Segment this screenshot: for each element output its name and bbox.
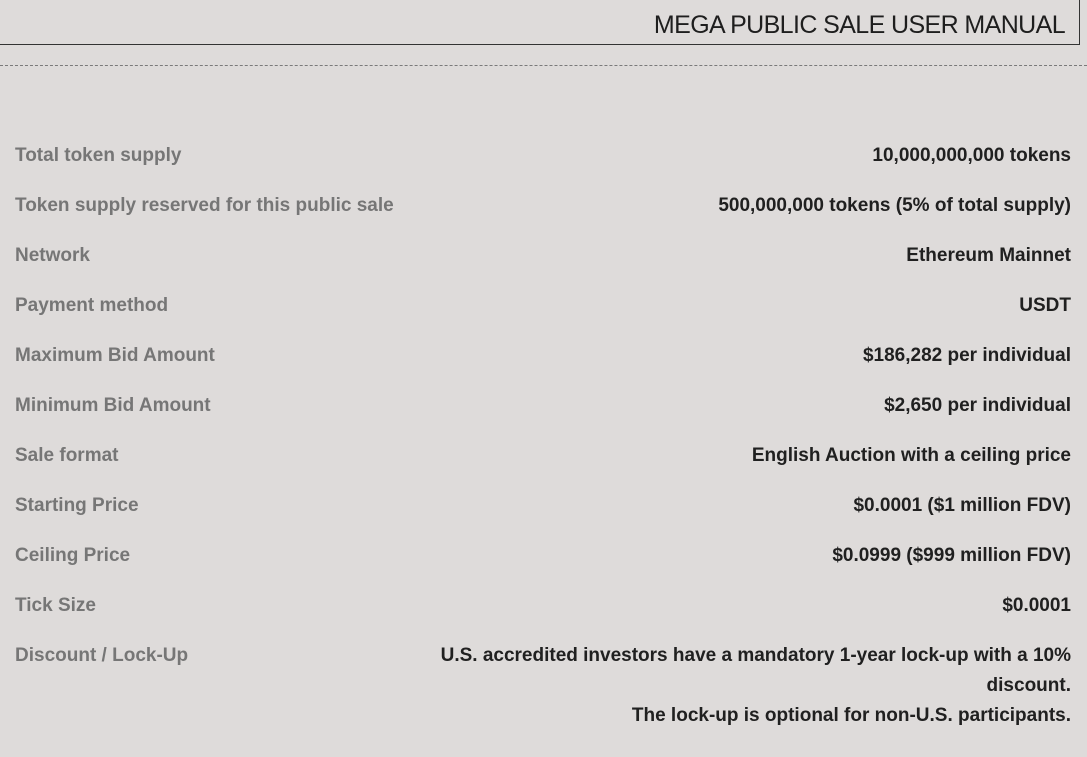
row-value: 500,000,000 tokens (5% of total supply)	[718, 195, 1071, 216]
row-label: Sale format	[15, 445, 119, 466]
row-value: $186,282 per individual	[862, 345, 1071, 366]
table-row-network: Network Ethereum Mainnet	[0, 243, 1087, 293]
header-box: MEGA PUBLIC SALE USER MANUAL	[0, 0, 1080, 45]
table-row-maximum-bid: Maximum Bid Amount $186,282 per individu…	[0, 343, 1087, 393]
row-value: USDT	[1019, 295, 1071, 316]
row-value: Ethereum Mainnet	[906, 245, 1071, 266]
row-label: Payment method	[15, 295, 169, 316]
page-title: MEGA PUBLIC SALE USER MANUAL	[653, 11, 1066, 39]
row-label: Network	[15, 245, 90, 266]
row-value: $0.0001	[1002, 595, 1071, 616]
table-row-discount-lockup: Discount / Lock-Up U.S. accredited inves…	[0, 643, 1087, 735]
row-label: Total token supply	[15, 145, 182, 166]
dotted-divider	[0, 65, 1087, 66]
table-row-ceiling-price: Ceiling Price $0.0999 ($999 million FDV)	[0, 543, 1087, 593]
table-row-minimum-bid: Minimum Bid Amount $2,650 per individual	[0, 393, 1087, 443]
table-row-public-sale-supply: Token supply reserved for this public sa…	[0, 193, 1087, 243]
row-label: Starting Price	[15, 495, 139, 516]
table-row-starting-price: Starting Price $0.0001 ($1 million FDV)	[0, 493, 1087, 543]
lockup-optional-text: The lock-up is optional for non-U.S. par…	[631, 705, 1071, 726]
row-label: Maximum Bid Amount	[15, 345, 215, 366]
row-value: $0.0999 ($999 million FDV)	[832, 545, 1071, 566]
table-row-sale-format: Sale format English Auction with a ceili…	[0, 443, 1087, 493]
table-row-payment-method: Payment method USDT	[0, 293, 1087, 343]
row-value: $0.0001 ($1 million FDV)	[853, 495, 1071, 516]
row-value: 10,000,000,000 tokens	[872, 145, 1071, 166]
row-label: Ceiling Price	[15, 545, 131, 566]
row-value: $2,650 per individual	[884, 395, 1071, 416]
discount-text: U.S. accredited investors have a mandato…	[440, 645, 1071, 696]
row-value: English Auction with a ceiling price	[751, 445, 1071, 466]
table-row-total-token-supply: Total token supply 10,000,000,000 tokens	[0, 143, 1087, 193]
row-label: Token supply reserved for this public sa…	[15, 195, 394, 216]
table-row-tick-size: Tick Size $0.0001	[0, 593, 1087, 643]
row-label: Minimum Bid Amount	[15, 395, 211, 416]
row-label: Discount / Lock-Up	[15, 645, 189, 666]
row-value: U.S. accredited investors have a mandato…	[411, 641, 1071, 731]
row-label: Tick Size	[15, 595, 96, 616]
sale-details-table: Total token supply 10,000,000,000 tokens…	[0, 143, 1087, 735]
